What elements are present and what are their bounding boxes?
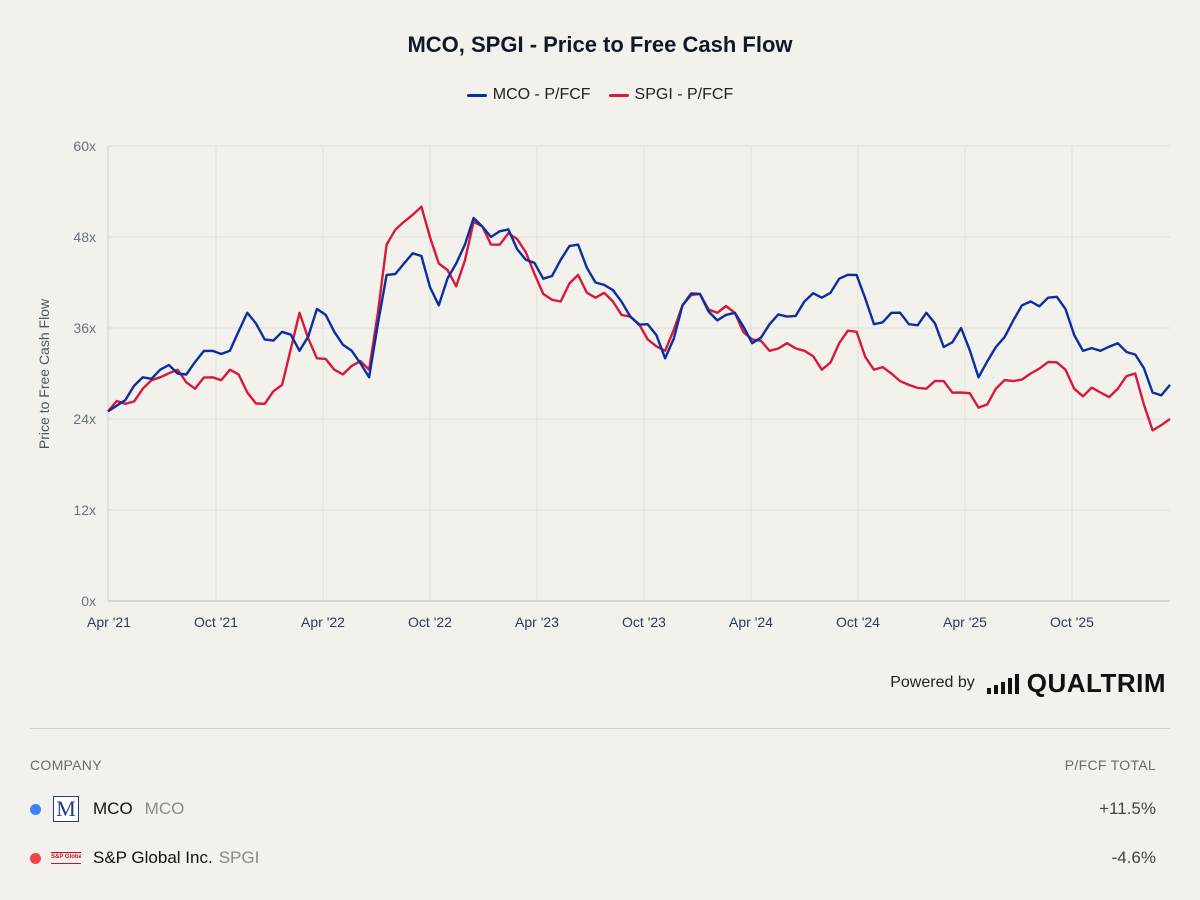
y-tick-label: 12x bbox=[73, 502, 96, 518]
qualtrim-logo[interactable]: QUALTRIM bbox=[986, 668, 1166, 698]
legend-swatch-mco bbox=[466, 93, 487, 97]
y-tick-label: 24x bbox=[73, 411, 96, 427]
chart-plot: 0x 12x 24x 36x 48x 60x Apr '21 Oct '21 Apr '22 Oc… bbox=[36, 138, 1171, 630]
bar-chart-icon bbox=[986, 672, 1019, 694]
sp-global-logo-icon: S&P Global bbox=[51, 852, 81, 864]
x-tick-label: Oct '22 bbox=[408, 614, 452, 630]
x-tick-label: Oct '25 bbox=[1050, 614, 1094, 630]
powered-by: Powered by QUALTRIM bbox=[890, 668, 1166, 698]
x-tick-label: Apr '24 bbox=[729, 614, 773, 630]
y-tick-label: 60x bbox=[73, 138, 96, 154]
legend-item-mco[interactable]: MCO - P/FCF bbox=[466, 86, 591, 104]
powered-by-label: Powered by bbox=[890, 674, 975, 691]
chart-legend: MCO - P/FCF SPGI - P/FCF bbox=[0, 86, 1200, 104]
y-tick-label: 36x bbox=[73, 320, 96, 336]
y-tick-label: 48x bbox=[73, 229, 96, 245]
moodys-m-logo-icon: M bbox=[53, 796, 79, 822]
series-dot-icon bbox=[30, 803, 41, 815]
section-divider bbox=[30, 728, 1170, 729]
table-row[interactable]: S&P Global S&P Global Inc. SPGI -4.6% bbox=[30, 843, 1156, 873]
company-ticker: SPGI bbox=[218, 848, 260, 867]
x-tick-label: Apr '21 bbox=[87, 614, 131, 630]
x-tick-label: Oct '24 bbox=[836, 614, 880, 630]
col-company-header: COMPANY bbox=[30, 757, 102, 773]
qualtrim-wordmark: QUALTRIM bbox=[1026, 668, 1166, 698]
y-tick-label: 0x bbox=[81, 593, 96, 609]
legend-label-spgi: SPGI - P/FCF bbox=[634, 86, 734, 103]
company-ticker: MCO bbox=[144, 799, 185, 818]
series-line-mco bbox=[107, 216, 1171, 413]
x-tick-label: Oct '23 bbox=[622, 614, 666, 630]
company-name: MCO bbox=[93, 799, 133, 818]
legend-swatch-spgi bbox=[608, 93, 629, 97]
table-header: COMPANY P/FCF TOTAL bbox=[30, 757, 1156, 773]
x-tick-label: Apr '25 bbox=[943, 614, 987, 630]
series-line-spgi bbox=[107, 205, 1171, 432]
company-name: S&P Global Inc. bbox=[93, 848, 213, 867]
metric-value: -4.6% bbox=[1111, 848, 1156, 867]
legend-label-mco: MCO - P/FCF bbox=[492, 86, 591, 103]
x-tick-label: Apr '22 bbox=[301, 614, 345, 630]
x-tick-label: Oct '21 bbox=[194, 614, 238, 630]
chart-title: MCO, SPGI - Price to Free Cash Flow bbox=[407, 32, 793, 57]
y-axis-title: Price to Free Cash Flow bbox=[36, 298, 52, 449]
table-row[interactable]: M MCO MCO +11.5% bbox=[30, 794, 1156, 824]
col-metric-header: P/FCF TOTAL bbox=[1064, 757, 1156, 773]
series-dot-icon bbox=[30, 852, 41, 864]
x-tick-label: Apr '23 bbox=[515, 614, 559, 630]
metric-value: +11.5% bbox=[1099, 799, 1156, 818]
legend-item-spgi[interactable]: SPGI - P/FCF bbox=[608, 86, 734, 104]
